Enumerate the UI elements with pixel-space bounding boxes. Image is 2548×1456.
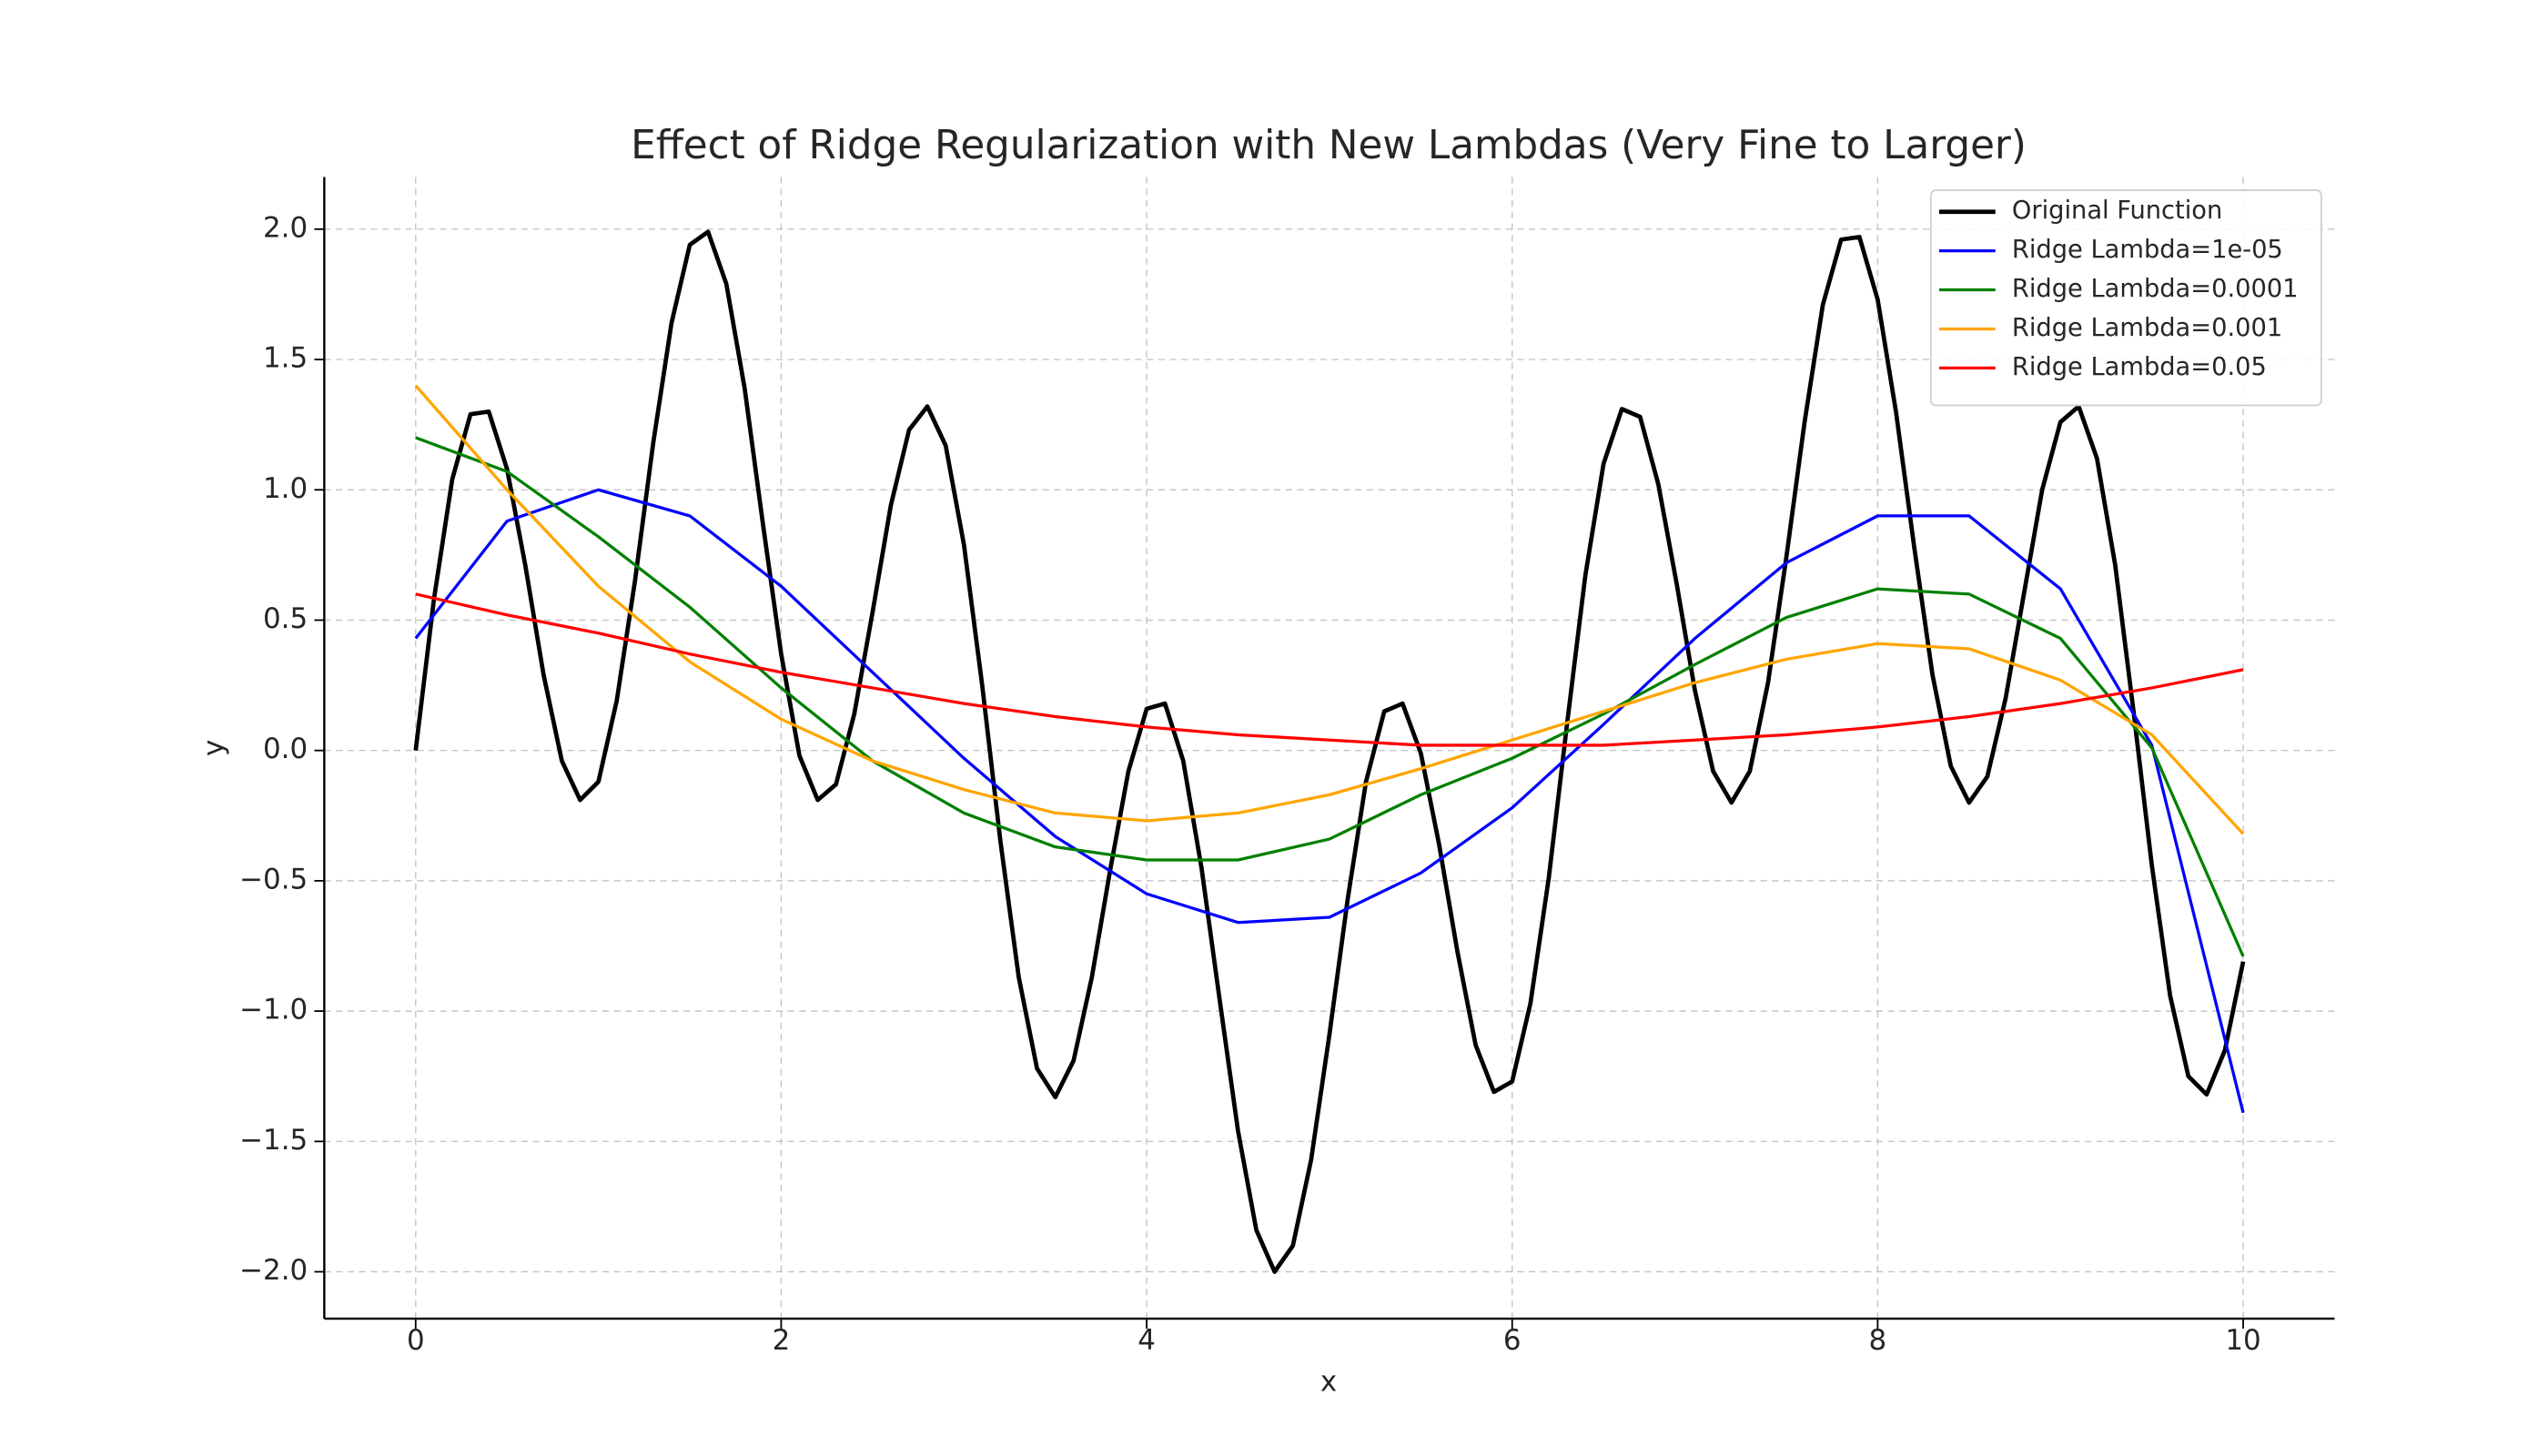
series-line [414,488,2245,1114]
legend-label: Ridge Lambda=0.0001 [2012,275,2299,303]
x-tick-label: 6 [1503,1324,1522,1357]
chart-title: Effect of Ridge Regularization with New … [631,123,2027,168]
y-tick-label: 0.0 [263,733,308,765]
y-tick-label: 0.5 [263,602,308,635]
x-tick-label: 8 [1869,1324,1887,1357]
plot-lines [413,229,2246,1274]
legend-label: Ridge Lambda=0.001 [2012,314,2282,342]
x-tick-label: 4 [1138,1324,1156,1357]
series-line [413,229,2246,1274]
axes: 0 2 4 6 8 10 −2.0 −1.5 −1.0 −0.5 0.0 0.5 1.0 1.5 2.0 [239,177,2335,1357]
x-axis-label: x [1320,1366,1337,1399]
x-tick-label: 2 [773,1324,791,1357]
series-line [414,384,2245,835]
y-tick-label: 2.0 [263,211,308,244]
legend-box [1929,189,2322,407]
series-line [415,436,2245,957]
legend-label: Ridge Lambda=0.05 [2012,353,2267,381]
legend: Original Function Ridge Lambda=1e-05 Ridge… [1929,189,2322,407]
series-line [415,592,2244,747]
legend-label: Original Function [2012,197,2222,225]
y-tick-label: 1.0 [263,472,308,505]
y-tick-label: −1.5 [239,1124,308,1157]
legend-label: Ridge Lambda=1e-05 [2012,236,2283,264]
y-tick-label: −2.0 [239,1254,308,1287]
y-tick-label: −1.0 [239,994,308,1026]
y-tick-label: 1.5 [263,342,308,375]
x-tick-label: 0 [407,1324,425,1357]
y-axis-label: y [197,740,230,756]
y-tick-label: −0.5 [239,863,308,895]
x-tick-label: 10 [2225,1324,2260,1357]
